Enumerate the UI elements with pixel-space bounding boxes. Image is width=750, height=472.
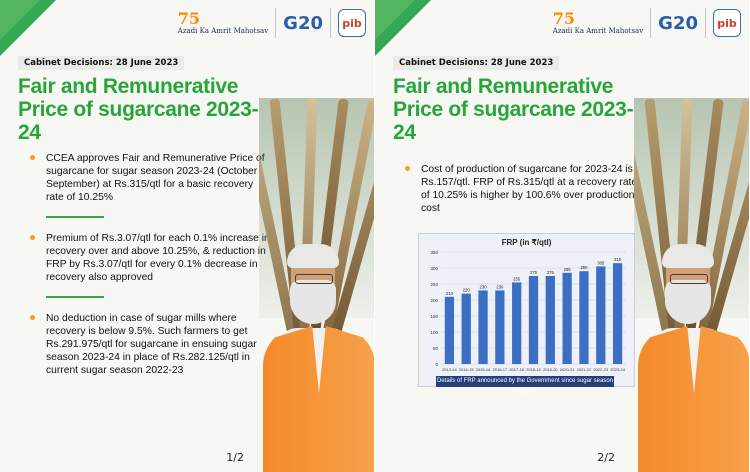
bar bbox=[444, 296, 455, 364]
x-tick-label: 2022-23 bbox=[593, 367, 608, 372]
bullet-dot-icon bbox=[405, 166, 410, 171]
data-label: 230 bbox=[480, 284, 488, 289]
y-tick-label: 350 bbox=[430, 250, 438, 255]
azadi-ka-amrit-mahotsav-logo: 75 Azadi Ka Amrit Mahotsav bbox=[552, 9, 644, 36]
data-label: 305 bbox=[597, 260, 605, 265]
bar bbox=[495, 290, 505, 364]
y-tick-label: 200 bbox=[430, 298, 438, 303]
data-label: 230 bbox=[496, 284, 504, 289]
green-corner-accent bbox=[375, 0, 415, 40]
logo-strip: 75 Azadi Ka Amrit Mahotsav G20 pib bbox=[553, 8, 741, 38]
data-label: 315 bbox=[614, 257, 622, 262]
y-tick-label: 0 bbox=[435, 362, 438, 367]
bar bbox=[528, 276, 539, 364]
cabinet-decisions-label: Cabinet Decisions: 28 June 2023 bbox=[18, 56, 185, 70]
bar bbox=[461, 293, 471, 364]
x-tick-label: 2017-18 bbox=[509, 367, 524, 372]
sugarcane-portrait-photo bbox=[634, 98, 749, 472]
list-item: CCEA approves Fair and Remunerative Pric… bbox=[30, 152, 270, 204]
data-label: 220 bbox=[463, 288, 471, 293]
y-tick-label: 300 bbox=[430, 266, 438, 271]
data-label: 290 bbox=[580, 265, 588, 270]
bar bbox=[596, 266, 606, 364]
green-corner-accent bbox=[0, 0, 40, 40]
azadi-ka-amrit-mahotsav-logo: 75 Azadi Ka Amrit Mahotsav bbox=[177, 9, 269, 36]
sugarcane-portrait-photo bbox=[259, 98, 374, 472]
bullet-list: Cost of production of sugarcane for 2023… bbox=[405, 163, 645, 215]
page-title: Fair and Remunerative Price of sugarcane… bbox=[393, 75, 634, 144]
person-figure bbox=[638, 244, 749, 472]
page-number: 2/2 bbox=[597, 451, 615, 464]
data-label: 275 bbox=[530, 270, 538, 275]
person-figure bbox=[263, 244, 374, 472]
list-item: Cost of production of sugarcane for 2023… bbox=[405, 163, 645, 215]
x-tick-label: 2014-15 bbox=[459, 367, 474, 372]
pib-logo: pib bbox=[338, 9, 366, 37]
bar bbox=[512, 282, 522, 364]
chart-svg: 0 50 100 150 200 250 300 350 210 2013-14 220 2014-1… bbox=[430, 250, 626, 372]
bar bbox=[612, 263, 623, 364]
page-title: Fair and Remunerative Price of sugarcane… bbox=[18, 75, 259, 144]
bar bbox=[579, 271, 589, 364]
data-label: 210 bbox=[446, 291, 454, 296]
bar bbox=[562, 272, 572, 364]
bullet-list: CCEA approves Fair and Remunerative Pric… bbox=[30, 152, 270, 377]
x-tick-label: 2021-22 bbox=[577, 367, 592, 372]
divider bbox=[46, 296, 104, 298]
bar bbox=[545, 276, 555, 364]
divider bbox=[46, 216, 104, 218]
bullet-dot-icon bbox=[30, 235, 35, 240]
y-tick-label: 50 bbox=[433, 346, 439, 351]
x-tick-label: 2023-24 bbox=[610, 367, 625, 372]
g20-logo: G20 bbox=[658, 12, 698, 34]
bar bbox=[478, 290, 488, 364]
data-label: 255 bbox=[513, 276, 521, 281]
page-number: 1/2 bbox=[226, 451, 244, 464]
y-tick-label: 150 bbox=[430, 314, 438, 319]
list-item: No deduction in case of sugar mills wher… bbox=[30, 312, 270, 377]
chart-title: FRP (in ₹/qtl) bbox=[501, 238, 552, 247]
slide-panel-1: 75 Azadi Ka Amrit Mahotsav G20 pib Cabine… bbox=[0, 0, 375, 472]
x-tick-label: 2016-17 bbox=[493, 367, 508, 372]
x-tick-label: 2018-19 bbox=[526, 367, 541, 372]
y-tick-label: 250 bbox=[430, 282, 438, 287]
frp-bar-chart: FRP (in ₹/qtl) 0 50 100 150 200 250 300 350 210 2… bbox=[418, 233, 635, 387]
list-item: Premium of Rs.3.07/qtl for each 0.1% inc… bbox=[30, 232, 270, 284]
x-tick-label: 2013-14 bbox=[442, 367, 457, 372]
data-label: 285 bbox=[564, 267, 572, 272]
bullet-dot-icon bbox=[30, 315, 35, 320]
y-tick-label: 100 bbox=[430, 330, 438, 335]
logo-strip: 75 Azadi Ka Amrit Mahotsav G20 pib bbox=[178, 8, 366, 38]
x-tick-label: 2019-20 bbox=[543, 367, 558, 372]
chart-caption: Details of FRP announced by the Governme… bbox=[436, 376, 614, 395]
cabinet-decisions-label: Cabinet Decisions: 28 June 2023 bbox=[393, 56, 560, 70]
x-tick-label: 2015-16 bbox=[476, 367, 491, 372]
g20-logo: G20 bbox=[283, 12, 323, 34]
x-tick-label: 2020-21 bbox=[560, 367, 575, 372]
data-label: 275 bbox=[547, 270, 555, 275]
bullet-dot-icon bbox=[30, 155, 35, 160]
pib-logo: pib bbox=[713, 9, 741, 37]
